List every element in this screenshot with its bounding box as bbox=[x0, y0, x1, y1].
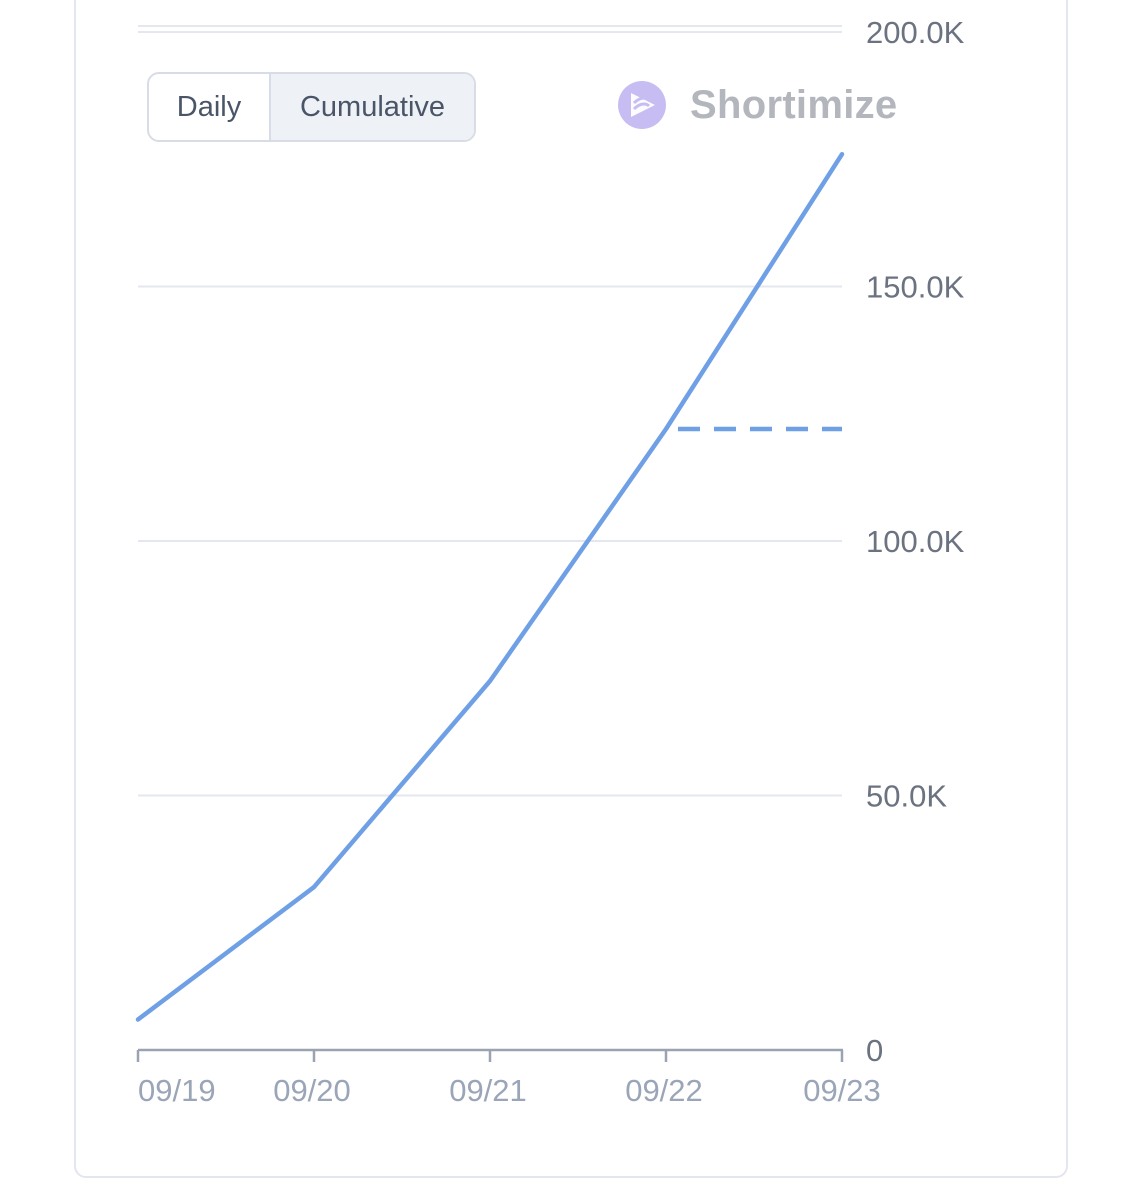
y-tick-label: 100.0K bbox=[866, 524, 965, 559]
y-tick-label: 150.0K bbox=[866, 270, 965, 305]
x-tick-label: 09/22 bbox=[625, 1073, 703, 1108]
chart-card bbox=[74, 0, 1068, 1178]
x-tick-label: 09/23 bbox=[803, 1073, 881, 1108]
x-tick-label: 09/19 bbox=[138, 1073, 216, 1108]
series-line bbox=[135, 151, 845, 1022]
brand-name: Shortimize bbox=[690, 82, 898, 127]
x-tick-label: 09/21 bbox=[449, 1073, 527, 1108]
shortimize-logo-icon bbox=[618, 81, 666, 129]
y-tick-label: 200.0K bbox=[866, 15, 965, 50]
y-tick-label: 0 bbox=[866, 1033, 883, 1068]
x-tick-label: 09/20 bbox=[273, 1073, 351, 1108]
view-toggle: Daily Cumulative bbox=[147, 72, 476, 142]
brand-watermark: Shortimize bbox=[618, 80, 897, 130]
y-tick-label: 50.0K bbox=[866, 779, 947, 814]
daily-toggle-button[interactable]: Daily bbox=[176, 91, 242, 123]
cumulative-toggle-button[interactable]: Cumulative bbox=[269, 74, 474, 140]
